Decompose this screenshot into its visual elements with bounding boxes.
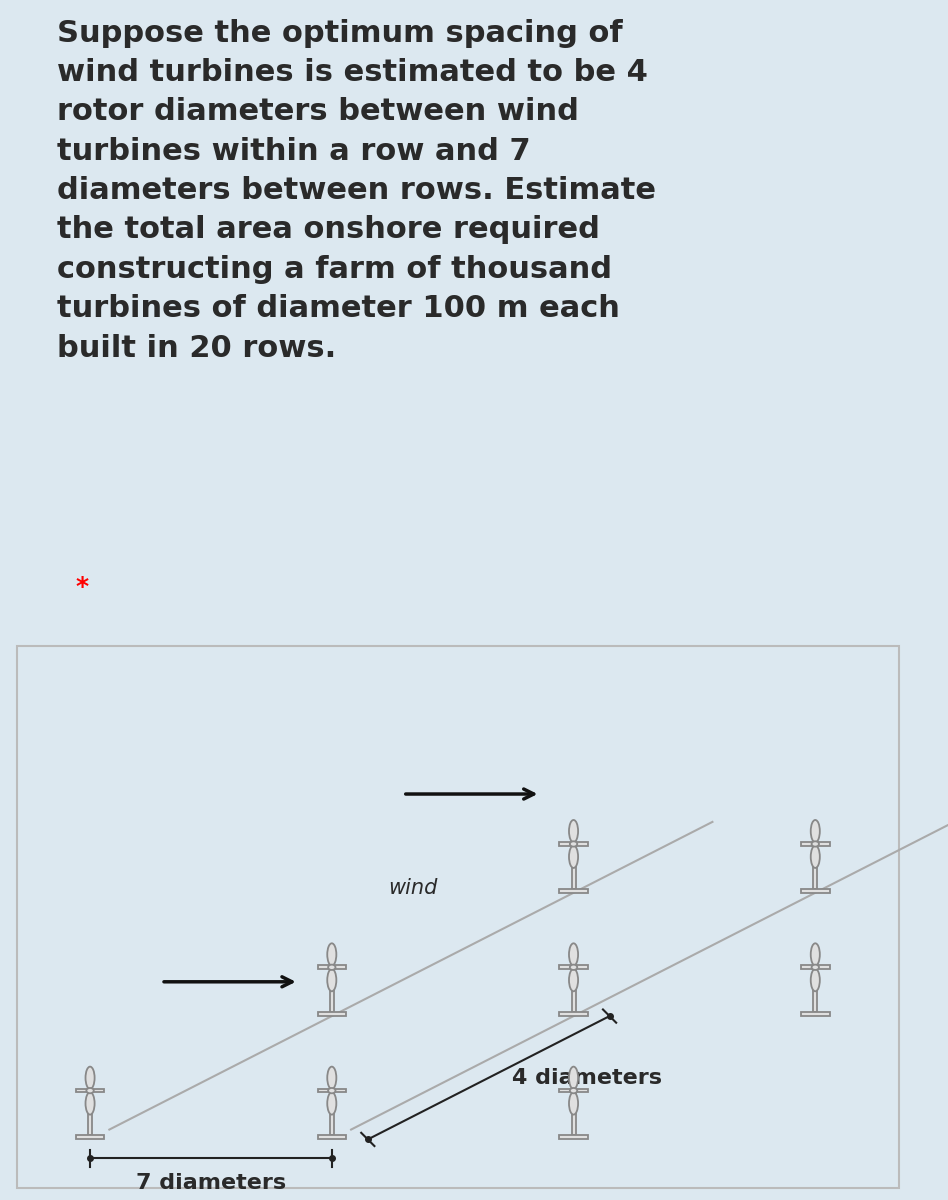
- Circle shape: [86, 1088, 94, 1093]
- Text: 4 diameters: 4 diameters: [512, 1068, 663, 1087]
- Bar: [572, 967, 575, 1012]
- Ellipse shape: [569, 968, 578, 991]
- Bar: [559, 1088, 588, 1092]
- Text: Suppose the optimum spacing of
wind turbines is estimated to be 4
rotor diameter: Suppose the optimum spacing of wind turb…: [57, 19, 656, 362]
- Bar: [572, 844, 575, 889]
- Ellipse shape: [327, 968, 337, 991]
- Circle shape: [328, 965, 336, 970]
- Circle shape: [570, 965, 577, 970]
- Bar: [330, 1091, 334, 1135]
- Ellipse shape: [811, 968, 820, 991]
- Circle shape: [811, 841, 819, 847]
- Text: 7 diameters: 7 diameters: [136, 1174, 286, 1193]
- Bar: [76, 1088, 104, 1092]
- Bar: [801, 966, 830, 970]
- Bar: [559, 842, 588, 846]
- Text: wind: wind: [389, 878, 438, 898]
- Bar: [318, 1088, 346, 1092]
- Bar: [572, 1091, 575, 1135]
- Bar: [318, 966, 346, 970]
- Ellipse shape: [85, 1092, 95, 1115]
- Bar: [813, 844, 817, 889]
- Text: *: *: [76, 575, 89, 599]
- Bar: [330, 967, 334, 1012]
- Circle shape: [811, 965, 819, 970]
- Ellipse shape: [811, 820, 820, 842]
- Bar: [813, 967, 817, 1012]
- Circle shape: [328, 1088, 336, 1093]
- Bar: [88, 1091, 92, 1135]
- Ellipse shape: [811, 846, 820, 868]
- Ellipse shape: [569, 820, 578, 842]
- Ellipse shape: [569, 1092, 578, 1115]
- Bar: [801, 1012, 830, 1016]
- Ellipse shape: [569, 846, 578, 868]
- Ellipse shape: [569, 1067, 578, 1090]
- Ellipse shape: [569, 943, 578, 966]
- Bar: [559, 1135, 588, 1140]
- Ellipse shape: [327, 1067, 337, 1090]
- Bar: [318, 1012, 346, 1016]
- Bar: [318, 1135, 346, 1140]
- Ellipse shape: [85, 1067, 95, 1090]
- Circle shape: [570, 1088, 577, 1093]
- Ellipse shape: [327, 1092, 337, 1115]
- Ellipse shape: [811, 943, 820, 966]
- Bar: [76, 1135, 104, 1140]
- Bar: [801, 889, 830, 893]
- Bar: [559, 1012, 588, 1016]
- Circle shape: [570, 841, 577, 847]
- Ellipse shape: [327, 943, 337, 966]
- Bar: [559, 889, 588, 893]
- Bar: [559, 966, 588, 970]
- Bar: [801, 842, 830, 846]
